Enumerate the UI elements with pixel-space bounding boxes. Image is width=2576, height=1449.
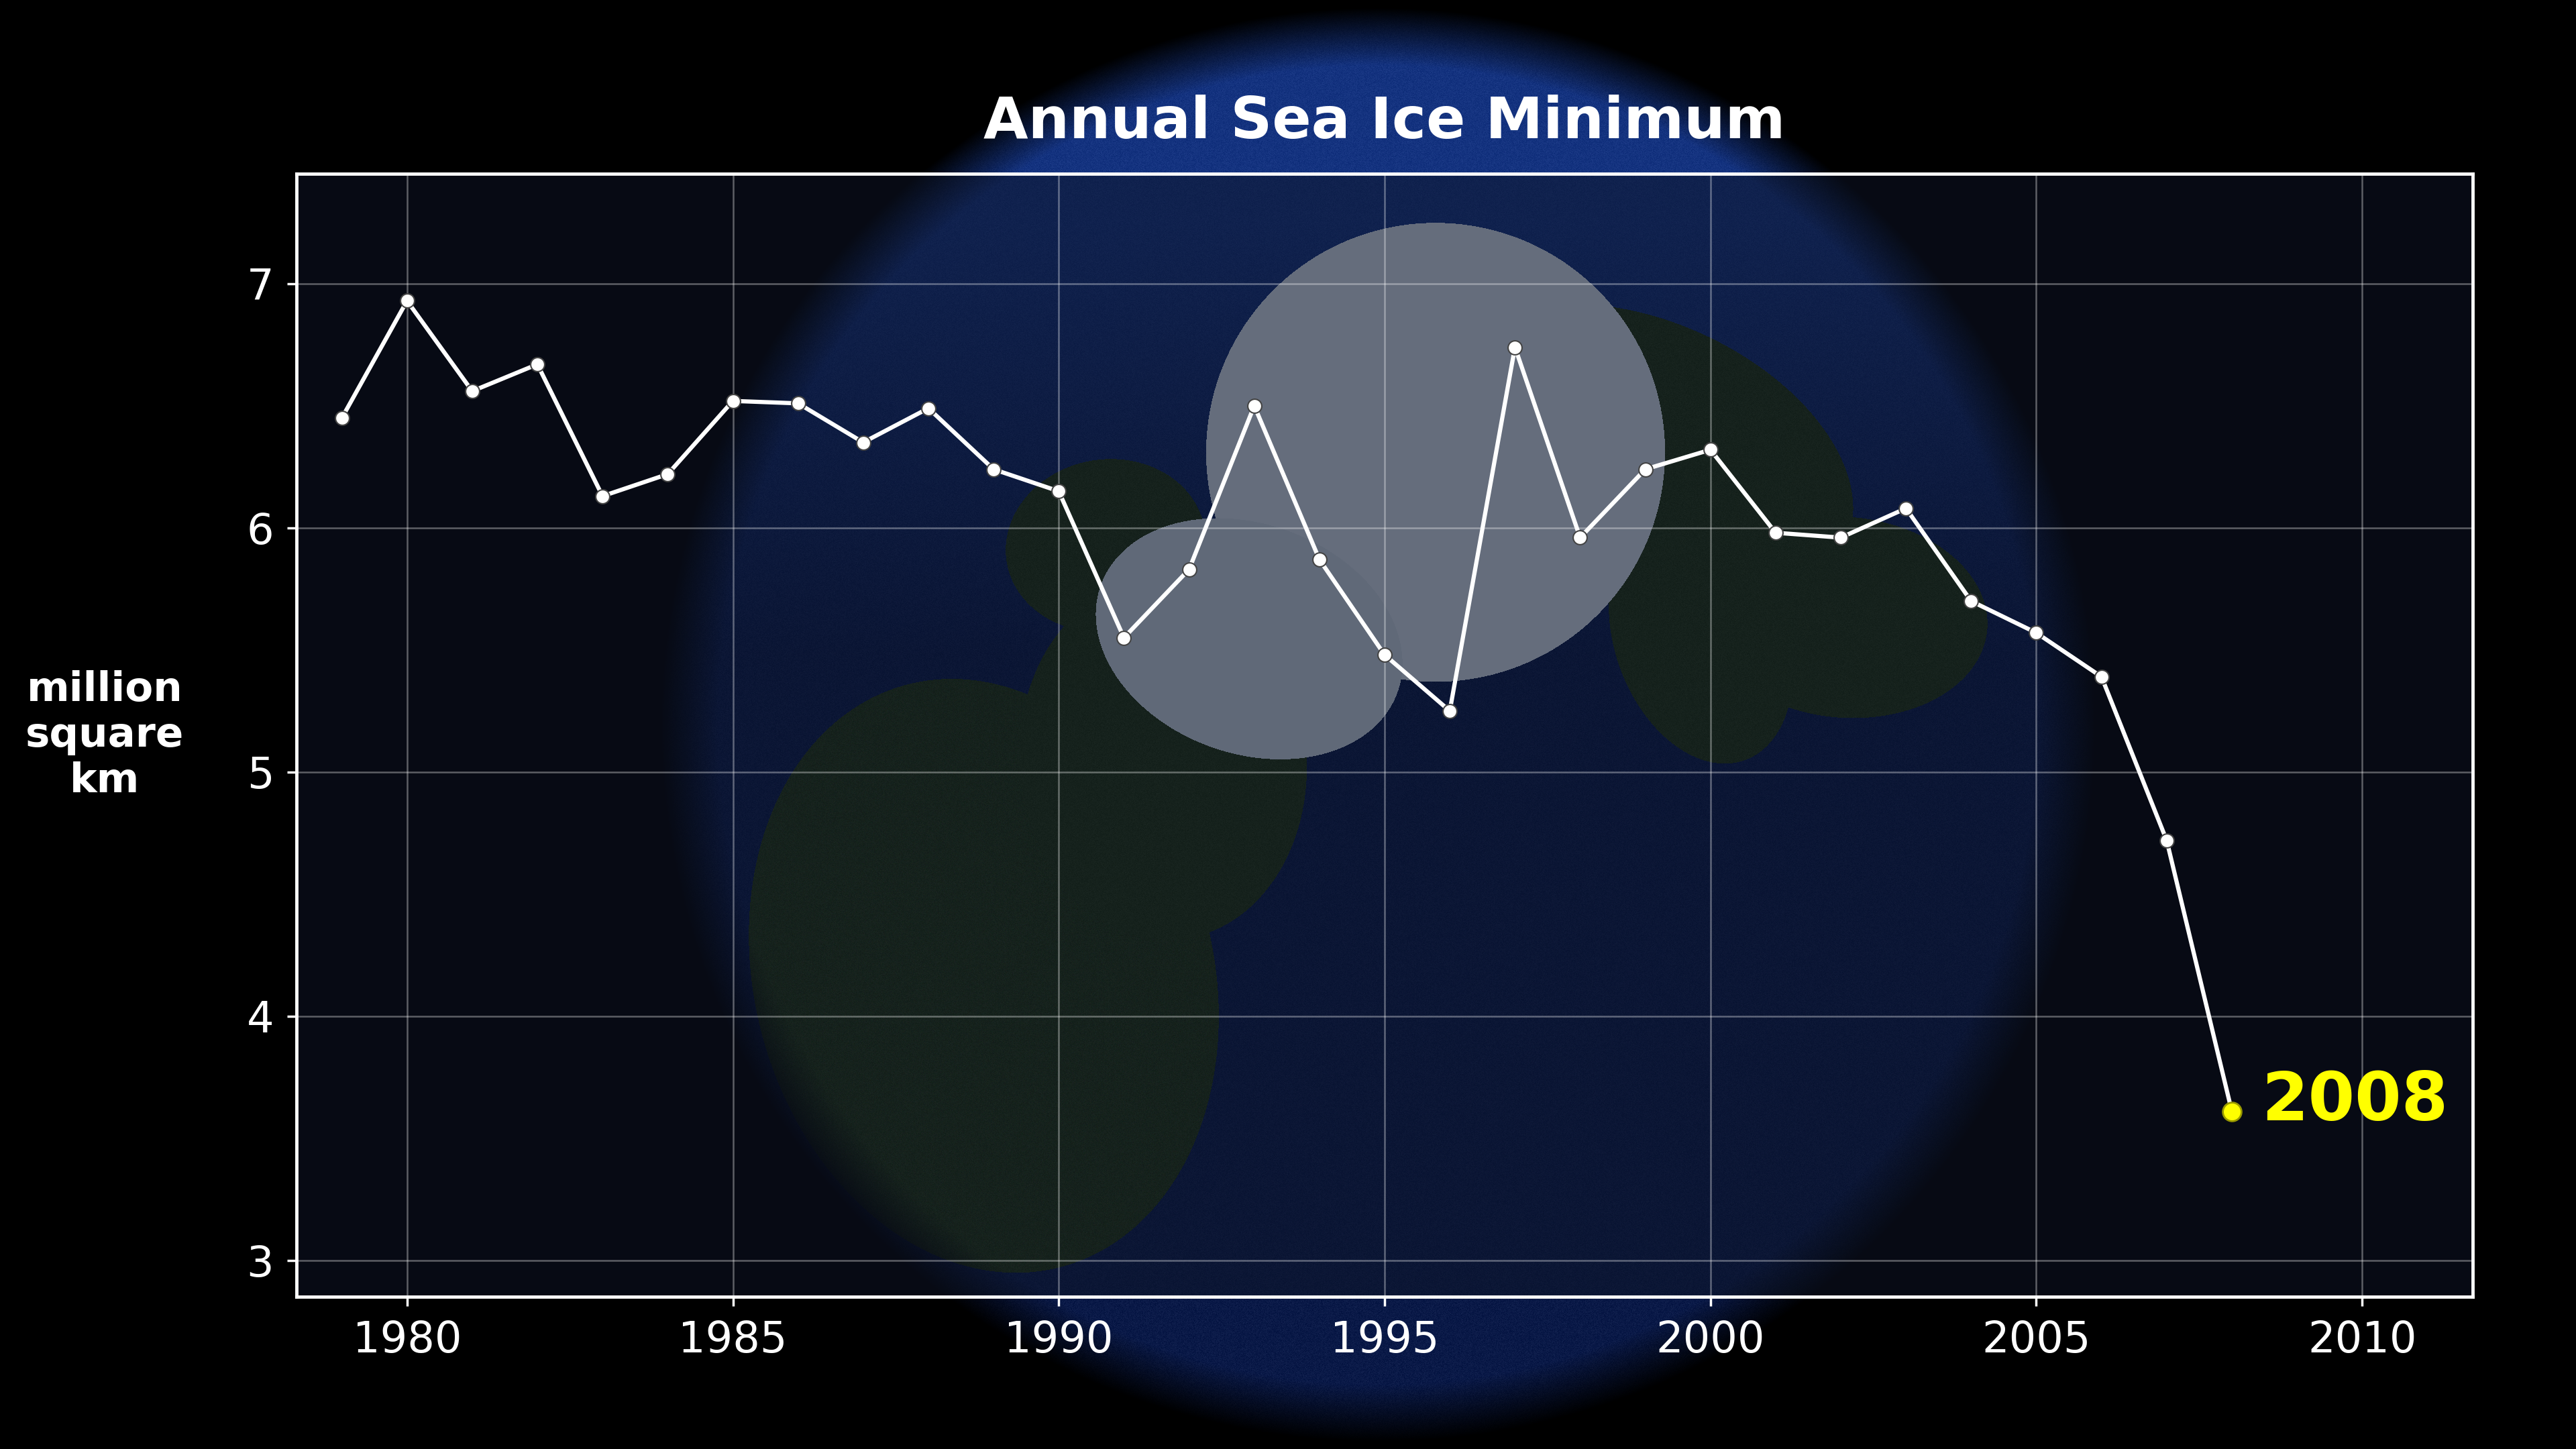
Text: million
square
km: million square km — [26, 669, 183, 801]
Title: Annual Sea Ice Minimum: Annual Sea Ice Minimum — [984, 94, 1785, 151]
Text: 2008: 2008 — [2262, 1069, 2447, 1135]
